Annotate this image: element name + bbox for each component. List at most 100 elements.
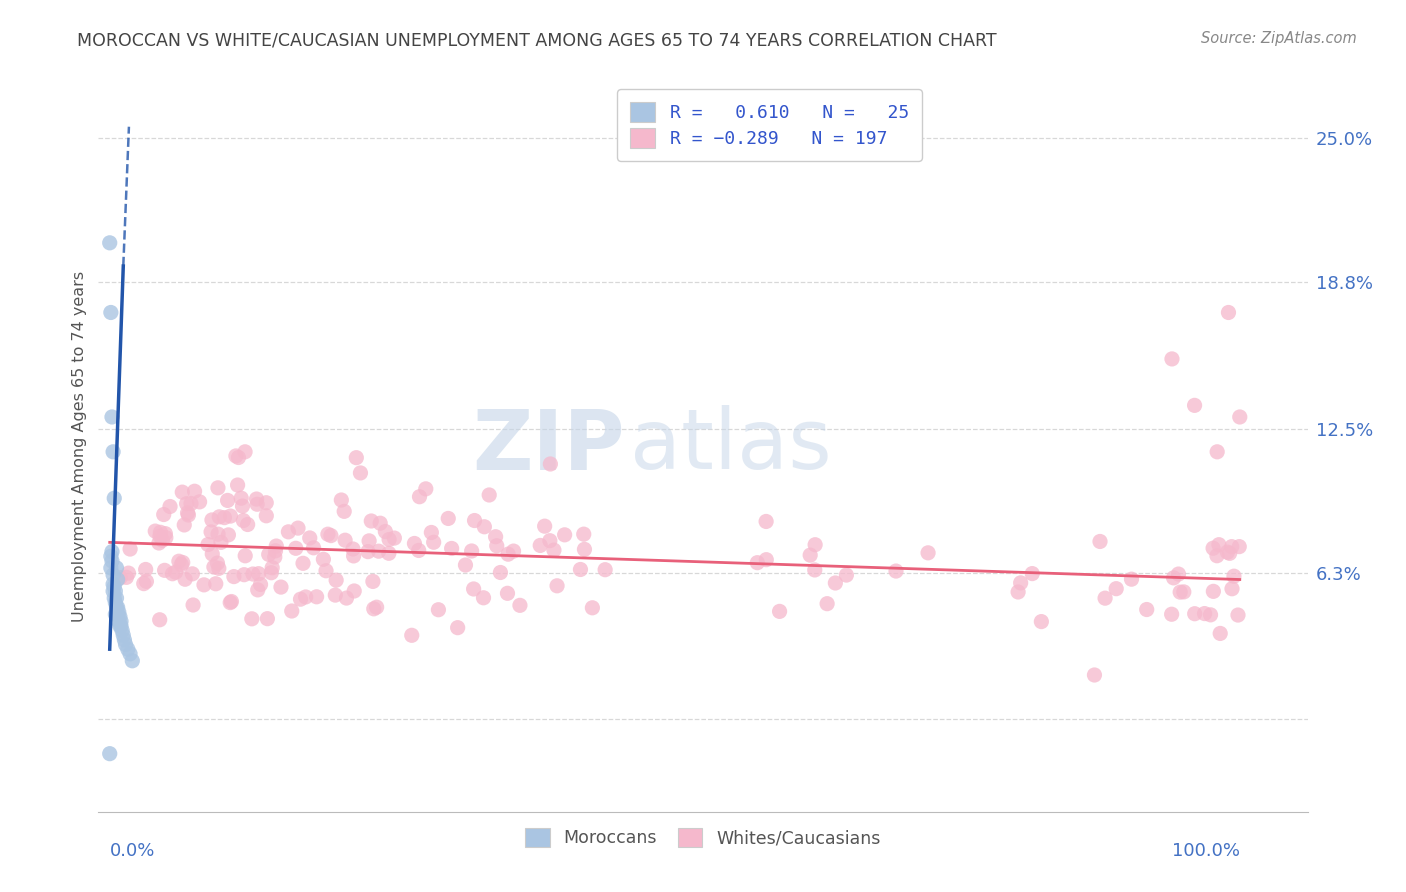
Point [104, 584, 127, 599]
Point [330, 493, 353, 508]
Point [333, 504, 356, 518]
Point [149, 529, 172, 543]
Point [1202, 584, 1225, 599]
Point [1202, 541, 1225, 556]
Point [181, 566, 204, 581]
Point [219, 596, 242, 610]
Point [200, 524, 222, 539]
Point [302, 541, 325, 555]
Point [247, 566, 270, 581]
Point [246, 497, 269, 511]
Point [1223, 569, 1246, 583]
Point [884, 564, 907, 578]
Point [114, 638, 136, 652]
Point [401, 628, 423, 642]
Point [132, 576, 155, 591]
Point [284, 541, 307, 556]
Point [208, 561, 231, 575]
Point [155, 526, 177, 541]
Point [110, 619, 132, 633]
Point [315, 564, 337, 578]
Point [176, 497, 198, 511]
Point [98, 235, 121, 250]
Point [368, 516, 391, 531]
Point [176, 506, 198, 520]
Point [219, 509, 242, 524]
Point [228, 450, 250, 465]
Point [323, 588, 346, 602]
Point [1199, 607, 1222, 622]
Point [1105, 582, 1128, 596]
Point [101, 567, 124, 582]
Point [316, 527, 339, 541]
Point [207, 481, 229, 495]
Point [233, 445, 256, 459]
Point [305, 590, 328, 604]
Point [755, 552, 778, 566]
Point [917, 546, 939, 560]
Point [107, 573, 129, 587]
Point [201, 513, 224, 527]
Point [1209, 626, 1232, 640]
Point [1229, 409, 1251, 424]
Point [478, 488, 501, 502]
Point [1088, 534, 1111, 549]
Point [287, 521, 309, 535]
Point [546, 579, 568, 593]
Point [193, 578, 215, 592]
Point [325, 573, 347, 587]
Point [266, 539, 288, 553]
Point [1218, 305, 1240, 319]
Point [281, 604, 304, 618]
Point [427, 603, 450, 617]
Point [262, 560, 284, 574]
Point [489, 566, 512, 580]
Point [554, 528, 576, 542]
Point [803, 563, 825, 577]
Point [254, 508, 277, 523]
Point [1227, 608, 1250, 623]
Point [496, 586, 519, 600]
Point [181, 598, 204, 612]
Point [1219, 546, 1241, 560]
Text: 100.0%: 100.0% [1171, 842, 1240, 860]
Point [472, 591, 495, 605]
Point [581, 600, 603, 615]
Point [1163, 571, 1185, 585]
Point [240, 612, 263, 626]
Point [1206, 445, 1229, 459]
Point [101, 544, 124, 558]
Point [361, 574, 384, 589]
Point [108, 619, 131, 633]
Point [357, 544, 380, 558]
Point [135, 574, 157, 589]
Point [103, 591, 125, 606]
Point [260, 566, 283, 580]
Point [804, 538, 827, 552]
Point [180, 497, 202, 511]
Point [342, 541, 364, 556]
Point [98, 747, 121, 761]
Point [162, 566, 184, 581]
Point [101, 584, 124, 599]
Text: MOROCCAN VS WHITE/CAUCASIAN UNEMPLOYMENT AMONG AGES 65 TO 74 YEARS CORRELATION C: MOROCCAN VS WHITE/CAUCASIAN UNEMPLOYMENT… [77, 31, 997, 49]
Point [529, 538, 551, 552]
Legend: Moroccans, Whites/Caucasians: Moroccans, Whites/Caucasians [519, 821, 887, 855]
Point [150, 533, 173, 548]
Point [1160, 607, 1182, 622]
Point [233, 549, 256, 563]
Point [755, 515, 778, 529]
Point [344, 450, 367, 465]
Point [382, 531, 405, 545]
Point [100, 305, 122, 319]
Point [824, 576, 846, 591]
Point [484, 530, 506, 544]
Point [172, 556, 194, 570]
Point [1206, 549, 1229, 563]
Point [173, 517, 195, 532]
Point [1220, 582, 1243, 596]
Point [533, 519, 555, 533]
Point [509, 599, 531, 613]
Point [105, 600, 128, 615]
Point [538, 457, 561, 471]
